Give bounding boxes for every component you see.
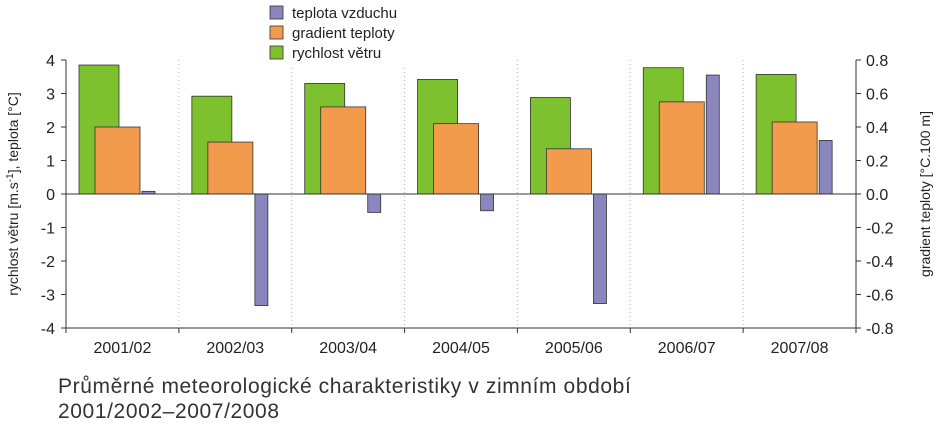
air-temp-bar xyxy=(367,193,382,213)
y2-tick-label: 0.2 xyxy=(866,154,888,171)
y-tick-label: -4 xyxy=(41,321,55,338)
y-tick-label: 4 xyxy=(46,53,55,70)
x-tick-label: 2001/02 xyxy=(94,340,152,357)
y-tick-label: 0 xyxy=(46,187,55,204)
air-temp-bar xyxy=(254,193,269,306)
y2-tick-label: 0.8 xyxy=(866,53,888,70)
y-tick-label: 1 xyxy=(46,154,55,171)
x-tick-label: 2005/06 xyxy=(545,340,603,357)
y2-tick-label: -0.2 xyxy=(866,221,894,238)
temp-gradient-bar xyxy=(320,106,367,195)
air-temp-bar xyxy=(593,193,607,304)
x-tick-label: 2002/03 xyxy=(206,340,264,357)
chart-caption: Průměrné meteorologické charakteristiky … xyxy=(58,374,631,424)
legend-label-air-temp: teplota vzduchu xyxy=(292,5,397,22)
y2-tick-label: -0.8 xyxy=(866,321,894,338)
y2-tick-label: -0.4 xyxy=(866,254,894,271)
y2-tick-label: -0.6 xyxy=(866,288,894,305)
temp-gradient-bar xyxy=(658,101,705,195)
air-temp-bar xyxy=(480,193,494,212)
legend-label-wind-speed: rychlost větru xyxy=(292,45,381,62)
y2-tick-label: 0.0 xyxy=(866,187,888,204)
temp-gradient-bar xyxy=(433,123,479,195)
x-tick-label: 2007/08 xyxy=(771,340,829,357)
legend-swatch-air-temp xyxy=(269,5,284,20)
y2-tick-label: 0.6 xyxy=(866,87,888,104)
y-tick-label: -2 xyxy=(41,254,55,271)
temp-gradient-bar xyxy=(207,141,254,195)
temp-gradient-bar xyxy=(546,148,592,195)
y2-axis-label: gradient teploty [°C.100 m] xyxy=(917,111,933,277)
x-tick-label: 2003/04 xyxy=(319,340,377,357)
y-tick-label: 2 xyxy=(46,120,55,137)
temp-gradient-bar xyxy=(94,126,141,195)
y-tick-label: -3 xyxy=(41,288,55,305)
legend-swatch-wind-speed xyxy=(269,45,284,60)
x-tick-label: 2004/05 xyxy=(432,340,490,357)
caption-line-1: Průměrné meteorologické charakteristiky … xyxy=(58,375,632,398)
y-axis-label: rychlost větru [m.s-1], teplota [°C] xyxy=(5,92,21,296)
y2-tick-label: 0.4 xyxy=(866,120,888,137)
temp-gradient-bar xyxy=(771,121,818,195)
legend-swatch-temp-gradient xyxy=(269,25,284,40)
y-tick-label: 3 xyxy=(46,87,55,104)
x-tick-label: 2006/07 xyxy=(658,340,716,357)
y-tick-label: -1 xyxy=(41,221,55,238)
air-temp-bar xyxy=(705,74,720,195)
air-temp-bar xyxy=(818,139,833,195)
legend-label-temp-gradient: gradient teploty xyxy=(292,25,395,42)
caption-line-2: 2001/2002–2007/2008 xyxy=(58,400,280,423)
chart: -4 -3 -2 -1 0 1 2 3 4 -0.8 -0.6 -0.4 -0.2 0.0 0.2 0.4 0.… xyxy=(5,5,933,357)
